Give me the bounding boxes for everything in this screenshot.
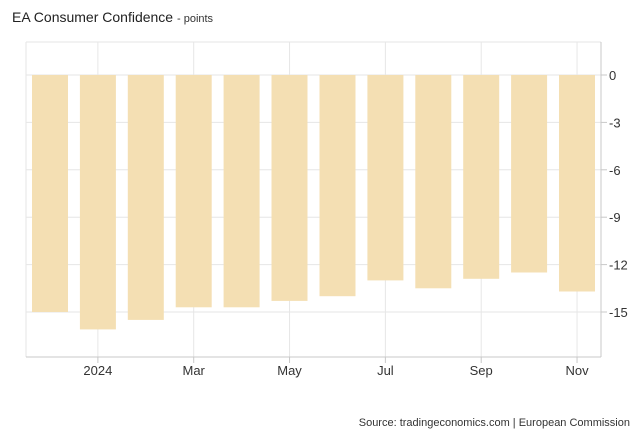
bar xyxy=(223,75,260,308)
bar xyxy=(271,75,308,301)
y-tick-label: 0 xyxy=(609,68,616,83)
bar xyxy=(415,75,452,289)
y-tick-label: -15 xyxy=(609,305,628,320)
bar xyxy=(511,75,548,273)
x-tick-label: Mar xyxy=(183,363,206,378)
x-tick-label: Sep xyxy=(470,363,493,378)
x-tick-label: Jul xyxy=(377,363,394,378)
x-tick-label: Nov xyxy=(565,363,589,378)
bar xyxy=(127,75,164,320)
bar xyxy=(175,75,212,308)
chart-title-text: EA Consumer Confidence xyxy=(12,9,174,25)
x-tick-label: May xyxy=(277,363,302,378)
chart-title: EA Consumer Confidence - points xyxy=(12,9,213,25)
bars xyxy=(32,75,595,330)
bar xyxy=(79,75,116,330)
bar xyxy=(463,75,500,279)
chart-subtitle: - points xyxy=(176,13,214,25)
axes: 0 -3 -6 -9 -12 -15 2024 Mar May Jul Sep Nov xyxy=(26,42,628,378)
y-tick-label: -3 xyxy=(609,115,621,130)
x-tick-label: 2024 xyxy=(83,363,112,378)
bar xyxy=(367,75,404,281)
bar xyxy=(32,75,68,312)
y-tick-label: -6 xyxy=(609,163,621,178)
y-tick-label: -12 xyxy=(609,258,628,273)
source-credit: Source: tradingeconomics.com | European … xyxy=(358,417,630,429)
bar xyxy=(559,75,595,292)
bar xyxy=(319,75,356,297)
y-tick-label: -9 xyxy=(609,210,621,225)
